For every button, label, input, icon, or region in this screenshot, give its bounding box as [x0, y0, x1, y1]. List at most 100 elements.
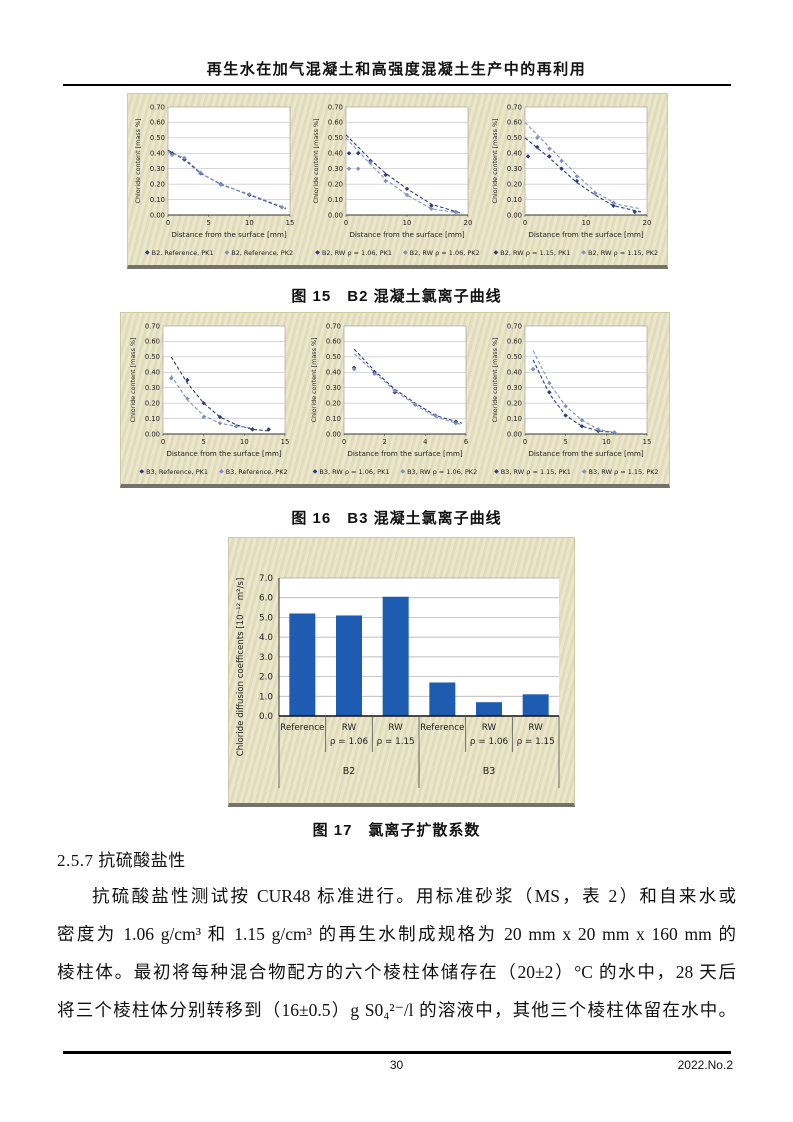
svg-text:0.40: 0.40: [507, 150, 522, 158]
svg-text:20: 20: [643, 219, 652, 227]
chart-b3-rw-1-15: 0.00 0.10 0.20 0.30 0.40 0.50 0.60 0.70 0 5 10 15 Ch…: [486, 317, 667, 484]
svg-text:15: 15: [643, 438, 652, 446]
svg-text:15: 15: [280, 438, 289, 446]
svg-text:0.60: 0.60: [328, 119, 343, 127]
legend-marker-icon: ◆: [315, 249, 320, 256]
svg-text:0.20: 0.20: [507, 399, 522, 407]
svg-text:0.60: 0.60: [144, 338, 159, 346]
svg-text:RW: RW: [528, 723, 543, 733]
paragraph-line: 密度为 1.06 g/cm³ 和 1.15 g/cm³ 的再生水制成规格为 20…: [57, 924, 736, 944]
chart-b2-rw-1-06: 0.00 0.10 0.20 0.30 0.40 0.50 0.60 0.70 0 10 20 Chl…: [308, 98, 486, 265]
svg-text:7.0: 7.0: [259, 574, 273, 584]
svg-text:6.0: 6.0: [259, 594, 273, 604]
svg-text:0.20: 0.20: [328, 180, 343, 188]
legend-marker-icon: ◆: [224, 249, 230, 256]
svg-text:5: 5: [207, 219, 211, 227]
svg-text:0.10: 0.10: [328, 196, 343, 204]
legend-marker-icon: ◆: [402, 249, 408, 256]
chart-svg: 0.00 0.10 0.20 0.30 0.40 0.50 0.60 0.70 0 5 10 15 Ch…: [491, 322, 652, 458]
svg-text:0: 0: [523, 438, 527, 446]
svg-text:Reference: Reference: [280, 723, 324, 733]
legend-label: B2, RW ρ = 1.15, PK1: [500, 249, 571, 257]
figure17-panel: 0.0 1.0 2.0 3.0 4.0 5.0 6.0 7.0 Reference RW ρ = 1…: [228, 537, 575, 807]
svg-text:Chloride content [mass %]: Chloride content [mass %]: [129, 337, 137, 422]
svg-text:0.10: 0.10: [507, 196, 522, 204]
svg-text:0: 0: [523, 219, 527, 227]
paragraph-line: 棱柱体。最初将每种混合物配方的六个棱柱体储存在（20±2）°C 的水中，28 天…: [57, 962, 736, 982]
svg-text:Distance from the surface [mm]: Distance from the surface [mm]: [529, 449, 644, 458]
figure15-caption: 图 15 B2 混凝土氯离子曲线: [291, 288, 502, 305]
legend-marker-icon: ◆: [400, 468, 406, 475]
svg-text:5.0: 5.0: [259, 613, 273, 623]
paragraph-line: 抗硫酸盐性测试按 CUR48 标准进行。用标准砂浆（MS，表 2）和自来水或: [92, 886, 736, 906]
svg-text:0.60: 0.60: [507, 119, 522, 127]
svg-text:0.00: 0.00: [328, 211, 343, 219]
svg-text:Distance from the surface [mm]: Distance from the surface [mm]: [350, 230, 465, 239]
svg-text:0.30: 0.30: [326, 384, 341, 392]
svg-text:0.60: 0.60: [150, 119, 165, 127]
chart-svg: 0.00 0.10 0.20 0.30 0.40 0.50 0.60 0.70 0 10 20 Chl…: [491, 103, 652, 239]
svg-text:Chloride content [mass %]: Chloride content [mass %]: [312, 118, 320, 203]
legend-label: B2, RW ρ = 1.06, PK1: [321, 249, 392, 257]
legend-label: B3, RW ρ = 1.06, PK2: [407, 468, 478, 476]
svg-text:2: 2: [382, 438, 386, 446]
svg-text:Reference: Reference: [420, 723, 464, 733]
svg-text:0.50: 0.50: [326, 353, 341, 361]
svg-text:0.20: 0.20: [326, 399, 341, 407]
svg-text:10: 10: [240, 438, 249, 446]
svg-text:B3: B3: [483, 766, 496, 777]
figure16-panel: 0.00 0.10 0.20 0.30 0.40 0.50 0.60 0.70 0 5 10 15 Ch…: [120, 312, 670, 488]
svg-text:10: 10: [403, 219, 412, 227]
chart-legend: ◆ B3, RW ρ = 1.15, PK1 ◆ B3, RW ρ = 1.15, P…: [494, 468, 658, 476]
svg-text:0.00: 0.00: [507, 430, 522, 438]
chart-legend: ◆ B2, RW ρ = 1.06, PK1 ◆ B2, RW ρ = 1.06, P…: [315, 249, 479, 257]
legend-entry: ◆ B2, RW ρ = 1.06, PK1: [315, 249, 392, 257]
chart-legend: ◆ B2, Reference, PK1 ◆ B2, Reference, PK2: [145, 249, 293, 257]
svg-text:0.00: 0.00: [326, 430, 341, 438]
chart-svg: 0.00 0.10 0.20 0.30 0.40 0.50 0.60 0.70 0 5 10 15 Ch…: [129, 322, 289, 458]
svg-text:0.30: 0.30: [144, 384, 159, 392]
svg-text:0.50: 0.50: [507, 134, 522, 142]
header-title: 再生水在加气混凝土和高强度混凝土生产中的再利用: [206, 62, 587, 78]
svg-text:0.30: 0.30: [150, 165, 165, 173]
svg-text:10: 10: [602, 438, 611, 446]
page-number: 30: [389, 1058, 404, 1072]
svg-text:RW: RW: [342, 723, 357, 733]
svg-text:Distance from the surface [mm]: Distance from the surface [mm]: [171, 230, 286, 239]
svg-text:Chloride diffusion coefficents: Chloride diffusion coefficents [10⁻¹² m²…: [236, 578, 246, 757]
svg-text:0.50: 0.50: [507, 353, 522, 361]
header-rule: [63, 84, 731, 86]
svg-text:0.40: 0.40: [150, 150, 165, 158]
svg-text:0.40: 0.40: [328, 150, 343, 158]
svg-text:RW: RW: [482, 723, 497, 733]
svg-text:B2: B2: [343, 766, 356, 777]
legend-label: B2, RW ρ = 1.06, PK2: [409, 249, 480, 257]
svg-text:0.50: 0.50: [150, 134, 165, 142]
svg-text:0.50: 0.50: [144, 353, 159, 361]
svg-text:0.00: 0.00: [144, 430, 159, 438]
chart-legend: ◆ B2, RW ρ = 1.15, PK1 ◆ B2, RW ρ = 1.15, P…: [494, 249, 658, 257]
figure17-caption: 图 17 氯离子扩散系数: [312, 822, 481, 839]
legend-entry: ◆ B3, RW ρ = 1.06, PK2: [400, 468, 477, 476]
chart-b2-rw-1-15: 0.00 0.10 0.20 0.30 0.40 0.50 0.60 0.70 0 10 20 Chl…: [487, 98, 665, 265]
chart-svg: 0.00 0.10 0.20 0.30 0.40 0.50 0.60 0.70 0 2 4 6 Chlo…: [310, 322, 468, 458]
svg-text:0.70: 0.70: [328, 103, 343, 111]
svg-text:0.40: 0.40: [507, 369, 522, 377]
chart-b2-reference: 0.00 0.10 0.20 0.30 0.40 0.50 0.60 0.70 0 5 10 15 Ch…: [130, 98, 308, 265]
svg-text:Distance from the surface [mm]: Distance from the surface [mm]: [166, 449, 281, 458]
chart-chloride-diffusion-bars: 0.0 1.0 2.0 3.0 4.0 5.0 6.0 7.0 Reference RW ρ = 1…: [229, 538, 574, 803]
svg-text:0.60: 0.60: [326, 338, 341, 346]
svg-text:Chloride content [mass %]: Chloride content [mass %]: [134, 118, 142, 203]
svg-text:0.10: 0.10: [507, 415, 522, 423]
svg-text:0: 0: [344, 219, 348, 227]
legend-label: B3, Reference, PK2: [225, 468, 288, 476]
legend-entry: ◆ B3, RW ρ = 1.15, PK2: [582, 468, 659, 476]
legend-label: B2, RW ρ = 1.15, PK2: [588, 249, 659, 257]
chart-legend: ◆ B3, RW ρ = 1.06, PK1 ◆ B3, RW ρ = 1.06, P…: [313, 468, 477, 476]
legend-entry: ◆ B2, Reference, PK2: [225, 249, 294, 257]
legend-label: B3, RW ρ = 1.15, PK2: [588, 468, 659, 476]
svg-text:0.00: 0.00: [507, 211, 522, 219]
legend-entry: ◆ B2, RW ρ = 1.15, PK1: [494, 249, 571, 257]
chart-b3-reference: 0.00 0.10 0.20 0.30 0.40 0.50 0.60 0.70 0 5 10 15 Ch…: [123, 317, 304, 484]
legend-label: B2, Reference, PK2: [231, 249, 294, 257]
